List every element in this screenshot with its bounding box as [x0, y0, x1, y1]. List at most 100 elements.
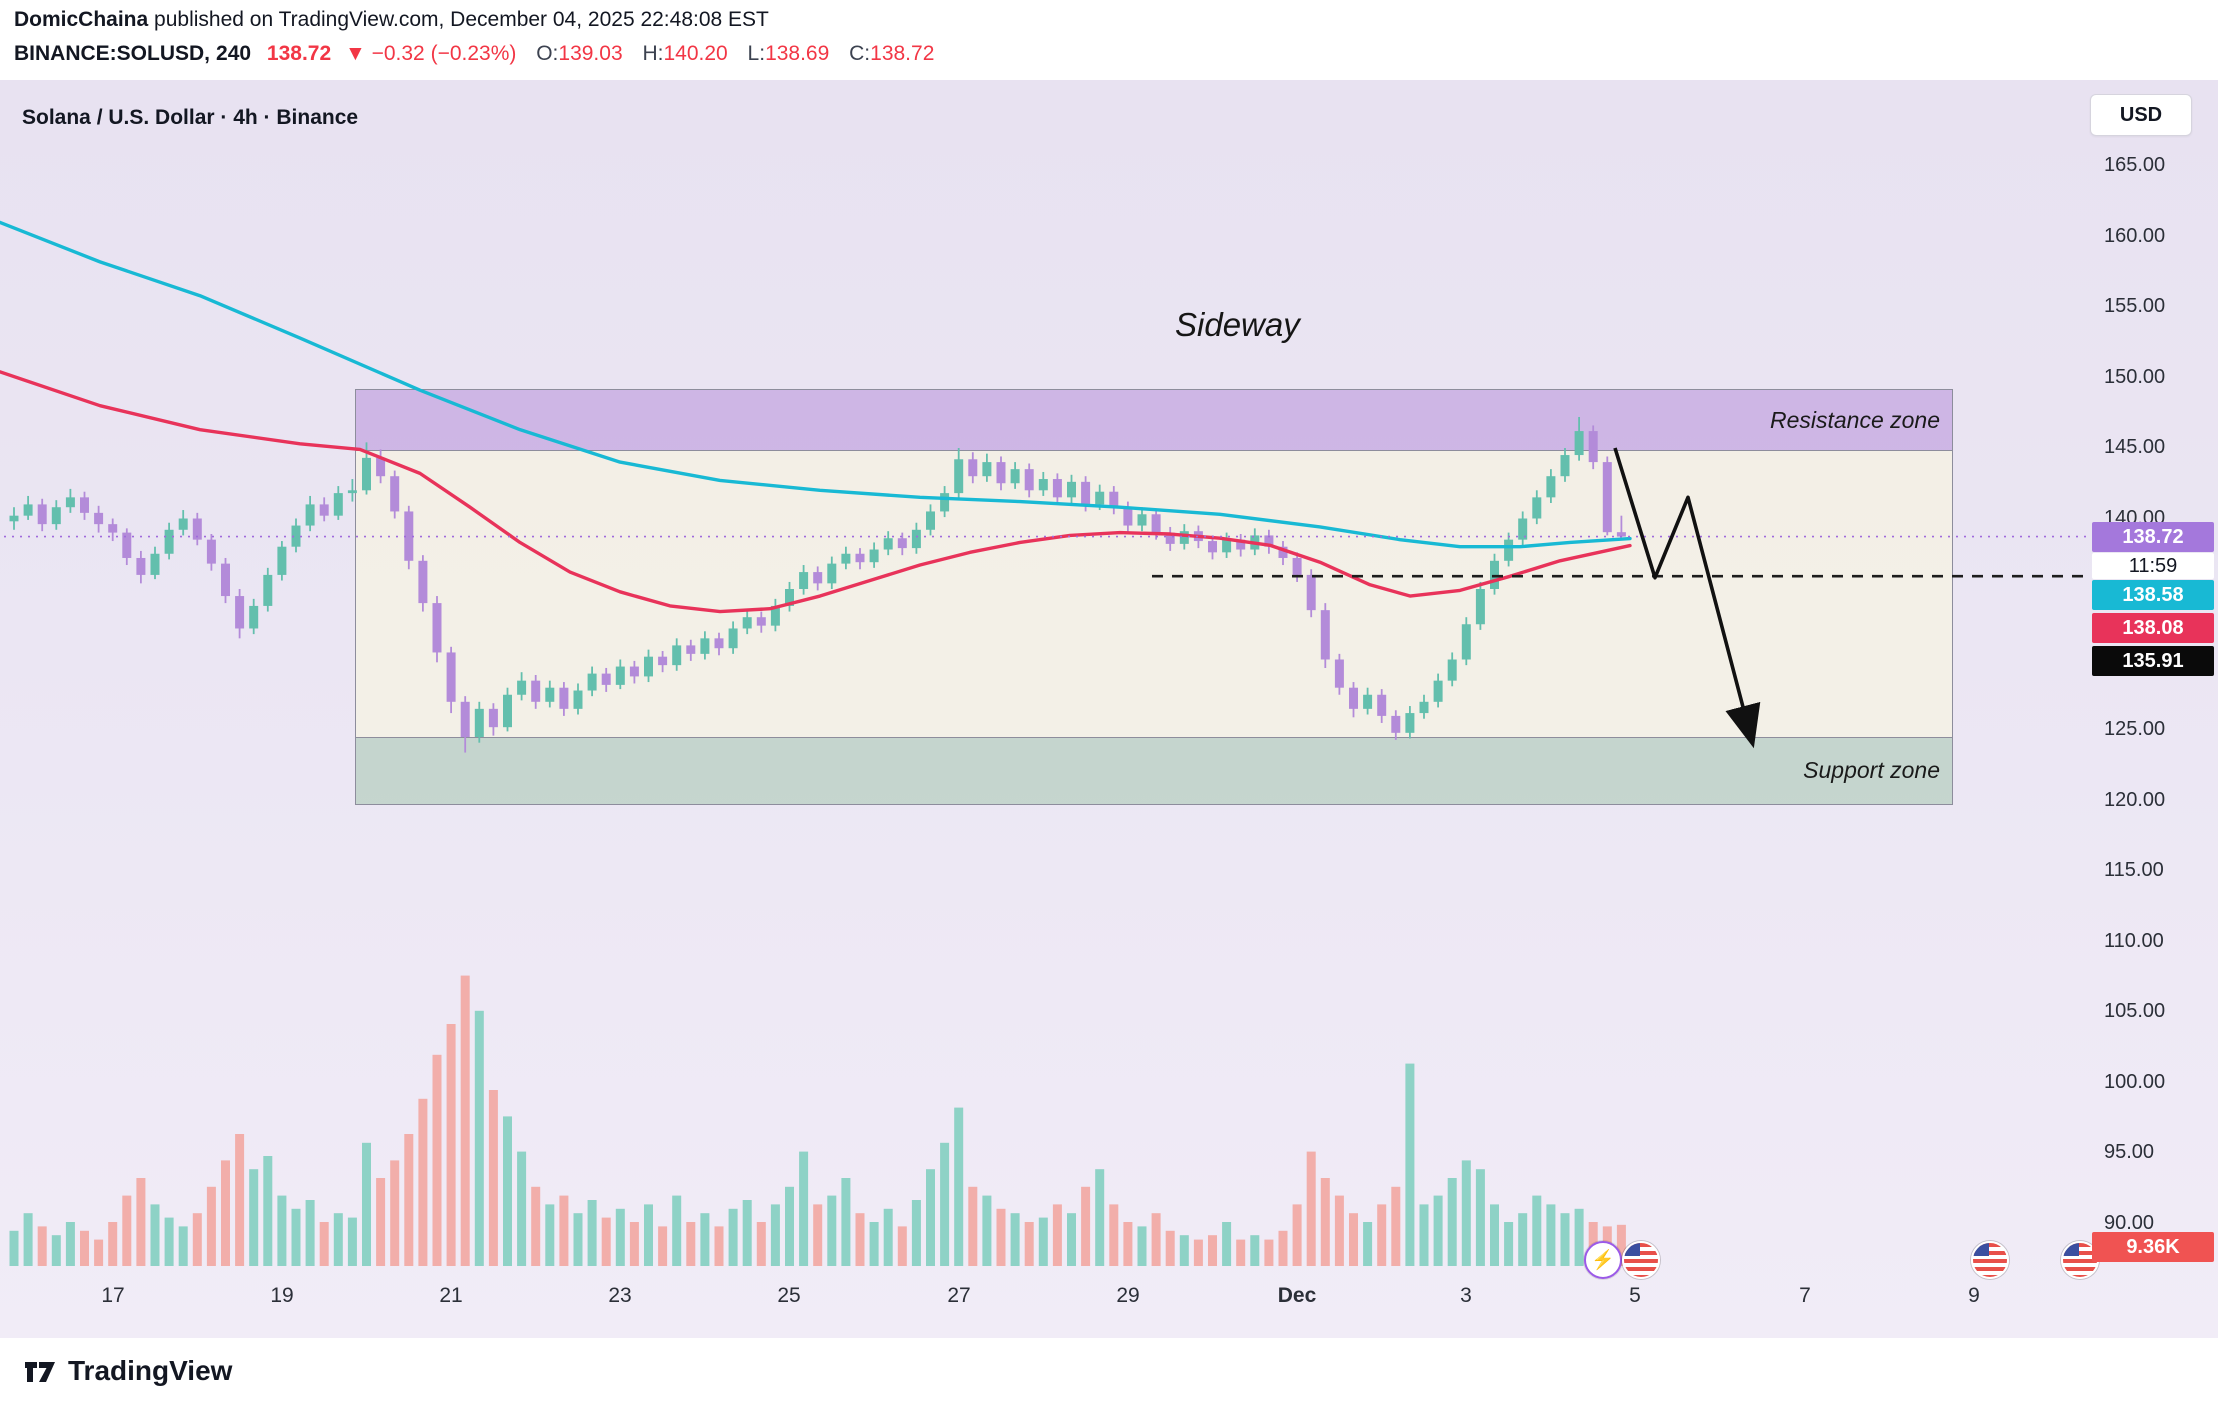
candle-body — [1574, 431, 1584, 456]
volume-bar — [1236, 1239, 1246, 1266]
candle-body — [1264, 535, 1274, 547]
volume-bar — [1151, 1213, 1161, 1266]
price-axis-tick: 100.00 — [2104, 1070, 2166, 1093]
candle-body — [488, 708, 498, 728]
candle-body — [1236, 539, 1246, 550]
sideway-annotation[interactable]: Sideway — [1175, 306, 1300, 343]
candle-body — [1602, 462, 1612, 533]
us-flag-event-icon[interactable] — [2061, 1241, 2099, 1279]
volume-bar — [503, 1116, 512, 1266]
candle-body — [65, 497, 75, 508]
price-change: ▼ −0.32 (−0.23%) — [344, 42, 517, 65]
candle-body — [1222, 539, 1232, 553]
volume-bar — [1250, 1235, 1260, 1266]
volume-bar — [1546, 1204, 1556, 1266]
high-label: H: — [642, 42, 664, 65]
candle-body — [996, 462, 1006, 484]
volume-bar — [404, 1134, 414, 1266]
candle-body — [926, 511, 935, 530]
time-axis[interactable]: 17 19 21 23 25 27 29 Dec 3 5 7 9 — [0, 1278, 2090, 1318]
ma-slow-line — [0, 370, 1632, 614]
candle-body — [601, 673, 611, 685]
volume-bar — [206, 1186, 216, 1266]
volume-bar — [531, 1186, 541, 1266]
candle-body — [1292, 557, 1302, 575]
volume-bar — [362, 1142, 371, 1266]
candle-body — [672, 645, 682, 666]
candle-body — [1038, 479, 1048, 491]
volume-bar — [1193, 1239, 1203, 1266]
volume-bar — [9, 1230, 19, 1266]
ma-slow-price-label: 138.08 — [2092, 613, 2214, 643]
volume-bar — [1405, 1063, 1415, 1266]
symbol-name[interactable]: BINANCE:SOLUSD, — [14, 42, 211, 65]
currency-toggle-button[interactable]: USD — [2090, 94, 2192, 136]
tradingview-logo-icon[interactable] — [22, 1353, 58, 1389]
volume-bar — [841, 1178, 851, 1266]
price-axis-tick: 95.00 — [2104, 1141, 2155, 1163]
candle-body — [1377, 694, 1387, 716]
candle-body — [291, 525, 301, 547]
volume-bar — [1095, 1169, 1105, 1266]
close-value: 138.72 — [870, 42, 935, 65]
projection-arrow — [1613, 447, 1761, 749]
volume-bar — [940, 1142, 950, 1266]
volume-bar — [1616, 1224, 1626, 1266]
candle-body — [1179, 531, 1189, 544]
candle-body — [827, 563, 837, 584]
volume-bar — [827, 1195, 837, 1266]
candle-body — [841, 553, 851, 564]
candle-body — [1616, 532, 1626, 537]
volume-bar — [1349, 1213, 1358, 1266]
candle-body — [51, 507, 61, 525]
chart-panel[interactable]: Resistance zone Support zone Solana / U.… — [0, 80, 2218, 1338]
volume-bar — [122, 1195, 132, 1266]
candle-body — [319, 504, 329, 516]
time-axis-tick: 21 — [439, 1284, 463, 1307]
candle-body — [686, 645, 696, 654]
last-price: 138.72 — [266, 42, 332, 65]
candle-body — [1560, 455, 1570, 477]
volume-bar — [1010, 1213, 1020, 1266]
candle-body — [1024, 469, 1034, 491]
footer: TradingView — [0, 1338, 2218, 1404]
volume-bar — [855, 1213, 865, 1266]
candle-body — [94, 512, 104, 525]
candle-body — [362, 457, 371, 491]
volume-bar — [94, 1239, 104, 1266]
time-axis-tick: 17 — [101, 1284, 125, 1307]
candle-body — [1475, 589, 1485, 625]
volume-bar — [23, 1213, 33, 1266]
tradingview-wordmark[interactable]: TradingView — [68, 1355, 233, 1386]
support-zone[interactable]: Support zone — [355, 737, 1953, 805]
candle-body — [714, 638, 724, 649]
idea-marker-icon[interactable]: ⚡ — [1584, 1241, 1622, 1279]
volume-bar — [1377, 1204, 1387, 1266]
us-flag-event-icon[interactable] — [1622, 1241, 1660, 1279]
candle-body — [531, 680, 541, 702]
candle-body — [1588, 431, 1598, 463]
volume-bar — [629, 1222, 639, 1266]
candle-body — [80, 497, 89, 513]
price-chart-canvas[interactable] — [0, 80, 2218, 1338]
volume-bar — [150, 1204, 160, 1266]
volume-bar — [897, 1226, 907, 1266]
candle-body — [813, 572, 823, 584]
us-flag-event-icon[interactable] — [1971, 1241, 2009, 1279]
resistance-zone-label: Resistance zone — [1769, 406, 1940, 433]
resistance-zone[interactable]: Resistance zone — [355, 389, 1953, 451]
time-axis-tick: 7 — [1799, 1284, 1811, 1307]
volume-bar — [1123, 1222, 1133, 1266]
volume-bar — [1490, 1204, 1499, 1266]
candle-body — [249, 605, 259, 629]
volume-bar — [742, 1200, 752, 1266]
author-name: DomicChaina — [14, 8, 149, 31]
volume-bar — [1137, 1226, 1147, 1266]
price-axis[interactable]: 165.00160.00155.00150.00145.00140.00135.… — [2090, 80, 2218, 1338]
volume-bar — [319, 1222, 329, 1266]
volume-bar — [376, 1178, 386, 1266]
price-axis-tick: 90.00 — [2104, 1211, 2155, 1234]
candle-body — [756, 617, 766, 626]
volume-bar — [728, 1208, 738, 1266]
